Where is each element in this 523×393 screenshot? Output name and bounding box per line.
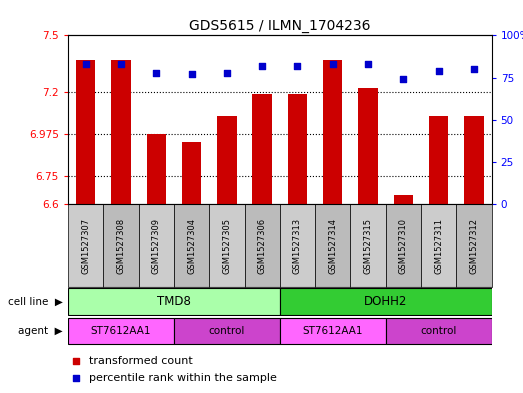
Bar [174, 204, 209, 287]
Bar [315, 204, 350, 287]
Bar [394, 195, 413, 204]
Point [72, 375, 81, 381]
Bar [68, 288, 280, 315]
Bar [139, 204, 174, 287]
Text: transformed count: transformed count [89, 356, 193, 366]
Text: GSM1527308: GSM1527308 [117, 218, 126, 274]
Text: DOHH2: DOHH2 [364, 295, 407, 308]
Bar [288, 94, 307, 204]
Point [72, 358, 81, 364]
Bar [244, 204, 280, 287]
Bar [464, 116, 484, 204]
Text: GSM1527309: GSM1527309 [152, 218, 161, 274]
Bar [323, 60, 343, 204]
Point [435, 68, 443, 74]
Bar [385, 318, 492, 344]
Bar [111, 60, 131, 204]
Point [117, 61, 125, 67]
Point [293, 62, 302, 69]
Text: ST7612AA1: ST7612AA1 [90, 326, 151, 336]
Bar [209, 204, 244, 287]
Bar [385, 204, 421, 287]
Text: TMD8: TMD8 [157, 295, 191, 308]
Bar [182, 142, 201, 204]
Bar [217, 116, 236, 204]
Text: GSM1527304: GSM1527304 [187, 218, 196, 274]
Text: GSM1527310: GSM1527310 [399, 218, 408, 274]
Point [187, 71, 196, 77]
Point [258, 62, 266, 69]
Point [152, 70, 161, 76]
Text: control: control [420, 326, 457, 336]
Text: GSM1527315: GSM1527315 [363, 218, 372, 274]
Bar [68, 204, 104, 287]
Bar [456, 204, 492, 287]
Bar [429, 116, 448, 204]
Bar [174, 318, 280, 344]
Text: GSM1527311: GSM1527311 [434, 218, 443, 274]
Text: percentile rank within the sample: percentile rank within the sample [89, 373, 277, 383]
Bar [280, 204, 315, 287]
Text: GSM1527307: GSM1527307 [81, 218, 90, 274]
Text: GSM1527314: GSM1527314 [328, 218, 337, 274]
Bar [68, 318, 174, 344]
Bar [76, 60, 95, 204]
Bar [350, 204, 385, 287]
Text: ST7612AA1: ST7612AA1 [302, 326, 363, 336]
Point [223, 70, 231, 76]
Bar [280, 288, 492, 315]
Bar [280, 318, 385, 344]
Bar [358, 88, 378, 204]
Bar [421, 204, 456, 287]
Point [470, 66, 478, 72]
Text: cell line  ▶: cell line ▶ [8, 297, 63, 307]
Point [82, 61, 90, 67]
Text: control: control [209, 326, 245, 336]
Bar [146, 134, 166, 204]
Title: GDS5615 / ILMN_1704236: GDS5615 / ILMN_1704236 [189, 19, 371, 33]
Bar [253, 94, 272, 204]
Point [328, 61, 337, 67]
Bar [104, 204, 139, 287]
Point [399, 76, 407, 83]
Point [364, 61, 372, 67]
Text: GSM1527306: GSM1527306 [258, 218, 267, 274]
Text: GSM1527313: GSM1527313 [293, 218, 302, 274]
Text: GSM1527305: GSM1527305 [222, 218, 231, 274]
Text: GSM1527312: GSM1527312 [470, 218, 479, 274]
Text: agent  ▶: agent ▶ [18, 326, 63, 336]
